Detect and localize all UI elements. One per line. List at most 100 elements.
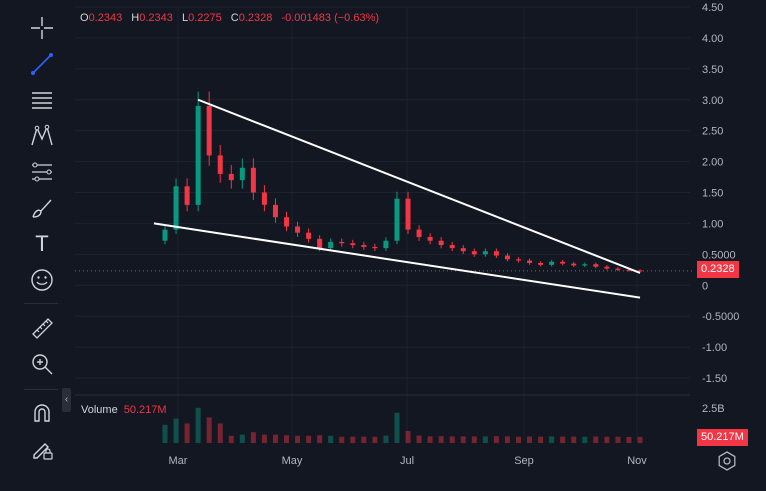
candle-body (284, 217, 290, 227)
open-label: O (80, 12, 89, 24)
volume-bar (493, 436, 499, 443)
time-tick-label: Mar (169, 455, 188, 467)
volume-bar (383, 435, 389, 443)
candle-body (250, 167, 256, 193)
gear-icon[interactable] (716, 450, 738, 472)
candle-body (427, 237, 433, 241)
price-tick-label: -1.50 (702, 373, 727, 385)
pattern-icon[interactable] (26, 120, 58, 152)
crosshair-icon[interactable] (26, 12, 58, 44)
volume-bar (549, 436, 555, 443)
volume-bar (527, 436, 533, 443)
volume-bar (394, 412, 400, 443)
brush-icon[interactable] (26, 192, 58, 224)
candle-body (317, 238, 323, 249)
lock-pencil-icon[interactable] (26, 434, 58, 466)
price-tick-label: 1.50 (702, 188, 723, 200)
horizontal-lines-icon[interactable] (26, 84, 58, 116)
volume-bar (460, 436, 466, 443)
volume-bar (317, 435, 323, 443)
candle-body (504, 255, 510, 260)
candle-body (206, 105, 212, 156)
toolbar-divider (24, 303, 58, 304)
price-tick-label: 1.00 (702, 218, 723, 230)
volume-bar (162, 424, 168, 443)
trend-line-icon[interactable] (26, 48, 58, 80)
candle-body (493, 251, 499, 256)
volume-bar (272, 434, 278, 443)
candle-body (604, 266, 610, 269)
ohlc-legend: O0.2343 H0.2343 L0.2275 C0.2328 -0.00148… (80, 12, 379, 24)
high-value: 0.2343 (139, 12, 173, 24)
volume-bar (482, 436, 488, 443)
candle-body (593, 264, 599, 267)
volume-bar (206, 417, 212, 443)
last-price-label: 0.2328 (697, 261, 739, 278)
volume-bar (372, 436, 378, 443)
candle-body (239, 167, 245, 181)
candle-body (538, 262, 544, 265)
volume-bar (239, 434, 245, 443)
price-tick-label: 3.50 (702, 64, 723, 76)
volume-label: Volume (81, 404, 118, 416)
volume-value: 50.217M (123, 404, 167, 416)
volume-bar (284, 435, 290, 443)
candle-body (438, 240, 444, 246)
high-label: H (131, 12, 140, 24)
fib-icon[interactable] (26, 156, 58, 188)
candle-body (372, 246, 378, 249)
candle-body (173, 186, 179, 230)
candle-body (162, 229, 168, 241)
candle-body (195, 105, 201, 205)
change-value: -0.001483 (−0.63%) (281, 12, 380, 24)
candle-body (449, 245, 455, 249)
volume-bar (339, 436, 345, 443)
volume-bar (416, 435, 422, 443)
collapse-toolbar-button[interactable]: ‹ (62, 388, 71, 412)
volume-bar (571, 436, 577, 443)
low-value: 0.2275 (188, 12, 222, 24)
trendline-upper (197, 98, 641, 274)
volume-tick-label: 2.5B (702, 403, 725, 415)
price-tick-label: 3.00 (702, 95, 723, 107)
volume-bar (582, 436, 588, 443)
time-tick-label: Sep (514, 455, 534, 467)
candle-body (626, 269, 632, 271)
candle-body (272, 204, 278, 218)
volume-bar (261, 434, 267, 443)
candle-body (571, 263, 577, 266)
candle-body (295, 226, 301, 233)
volume-bar (217, 423, 223, 443)
volume-bar (405, 431, 411, 443)
candle-body (471, 251, 477, 255)
volume-bar (538, 436, 544, 443)
volume-bar (250, 432, 256, 443)
close-value: 0.2328 (238, 12, 273, 24)
volume-bar (306, 435, 312, 443)
candle-body (339, 241, 345, 244)
volume-bar (228, 435, 234, 443)
emoji-icon[interactable] (26, 264, 58, 296)
volume-bar (615, 436, 621, 443)
price-tick-label: 4.00 (702, 33, 723, 45)
candle-body (361, 245, 367, 247)
volume-legend: Volume 50.217M (81, 404, 167, 416)
volume-bar (350, 436, 356, 443)
volume-bar (295, 435, 301, 443)
candle-body (515, 259, 521, 261)
candle-body (460, 248, 466, 252)
zoom-in-icon[interactable] (26, 348, 58, 380)
candle-body (405, 198, 411, 230)
candle-body (228, 173, 234, 181)
text-icon[interactable]: T (35, 231, 49, 256)
ruler-icon[interactable] (26, 312, 58, 344)
volume-bar (173, 418, 179, 443)
magnet-icon[interactable] (26, 398, 58, 430)
price-tick-label: 2.50 (702, 126, 723, 138)
candle-body (328, 241, 334, 249)
candle-body (217, 155, 223, 174)
volume-bar (604, 436, 610, 443)
volume-bar (195, 407, 201, 443)
candle-body (383, 240, 389, 249)
